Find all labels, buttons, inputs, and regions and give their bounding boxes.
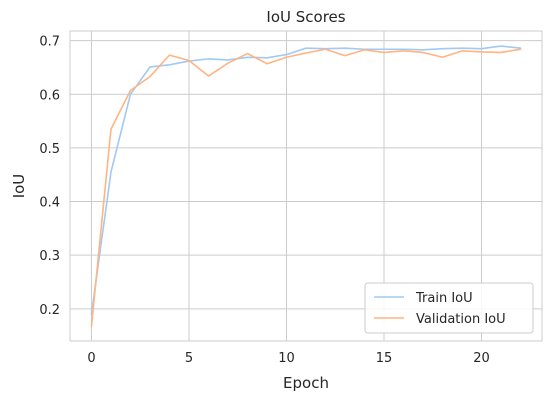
- legend-label-train: Train IoU: [415, 291, 473, 306]
- y-tick-label: 0.6: [39, 88, 60, 103]
- y-tick-label: 0.7: [39, 35, 60, 50]
- y-tick-label: 0.4: [39, 196, 60, 211]
- series-line-validation: [90, 48, 522, 328]
- legend-box: [364, 282, 534, 334]
- plot-frame: [69, 30, 543, 342]
- series-layer: [90, 45, 522, 328]
- x-tick-label: 0: [87, 351, 95, 366]
- x-tick-label: 5: [185, 351, 193, 366]
- legend: Train IoU Validation IoU: [364, 282, 534, 334]
- series-line-train: [90, 45, 522, 315]
- x-tick-label: 15: [376, 351, 393, 366]
- legend-label-validation: Validation IoU: [416, 312, 506, 327]
- y-tick-label: 0.5: [39, 142, 60, 157]
- y-tick-label: 0.3: [39, 249, 60, 264]
- x-axis-label: Epoch: [283, 374, 329, 392]
- y-tick-label: 0.2: [39, 303, 60, 318]
- x-tick-label: 20: [473, 351, 490, 366]
- grid-layer: [70, 31, 542, 341]
- tick-layer: 0 5 10 15 20 0.2 0.3 0.4 0.5 0.6 0.7: [39, 35, 489, 366]
- y-axis-label: IoU: [10, 174, 28, 199]
- chart-title: IoU Scores: [266, 8, 345, 26]
- x-tick-label: 10: [278, 351, 295, 366]
